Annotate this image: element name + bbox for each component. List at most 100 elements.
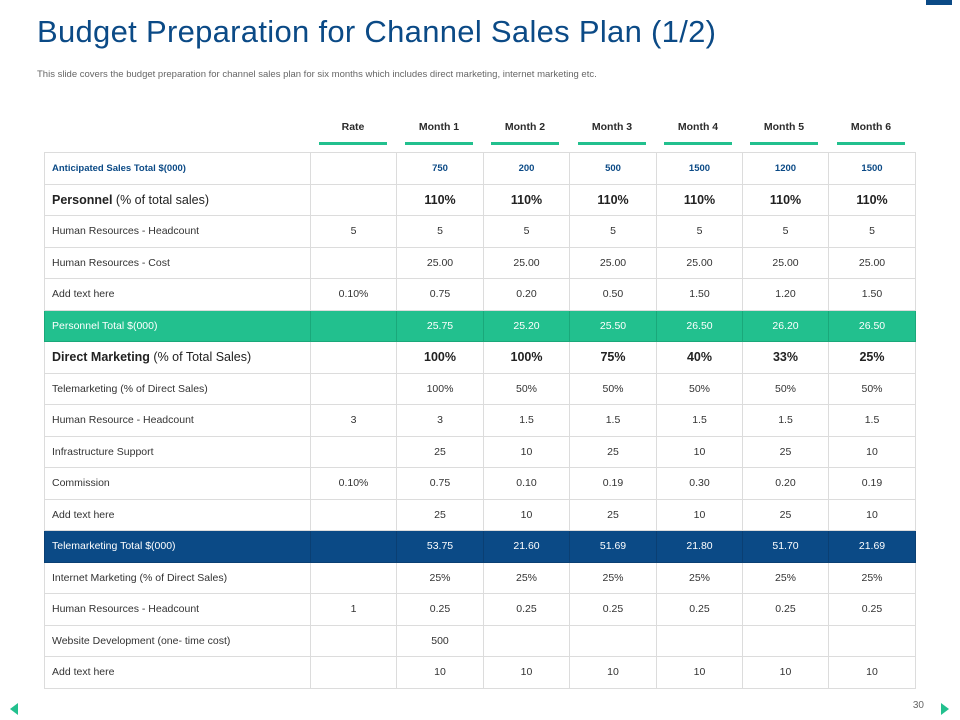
month-6-cell: 1.5 [828,404,916,437]
rate-cell: 5 [310,215,397,248]
month-5-cell: 0.25 [742,593,829,626]
row-label: Human Resources - Headcount [44,593,311,626]
month-1-cell: 3 [396,404,484,437]
month-3-cell: 1.5 [569,404,657,437]
column-header-label: Month 5 [763,121,805,133]
column-header-month-1: Month 1 [404,118,474,145]
month-1-cell: 750 [396,152,484,185]
month-3-cell: 50% [569,372,657,405]
month-3-cell: 25.50 [569,309,657,342]
row-label-suffix: (% of total sales) [112,192,210,207]
rate-cell [310,656,397,689]
column-header-label: Month 6 [850,121,892,133]
month-4-cell: 110% [656,183,743,216]
month-2-cell: 25.00 [483,246,570,279]
month-1-cell: 25 [396,498,484,531]
month-1-cell: 25.75 [396,309,484,342]
row-label-suffix: (% of Total Sales) [149,350,252,365]
page-subtitle: This slide covers the budget preparation… [37,69,597,80]
month-1-cell: 25 [396,435,484,468]
month-5-cell: 50% [742,372,829,405]
column-header-underline [750,142,818,145]
table-row: Personnel Total $(000) 25.75 25.20 25.50 26.… [44,309,916,342]
month-5-cell: 25.00 [742,246,829,279]
month-2-cell: 21.60 [483,530,570,563]
column-header-underline [664,142,732,145]
month-1-cell: 25.00 [396,246,484,279]
month-3-cell [569,624,657,657]
month-5-cell: 1200 [742,152,829,185]
month-4-cell: 25.00 [656,246,743,279]
month-1-cell: 53.75 [396,530,484,563]
month-2-cell: 25% [483,561,570,594]
table-row: Add text here 10 10 10 10 10 10 [44,656,916,689]
table-row: Commission 0.10% 0.75 0.10 0.19 0.30 0.20 0.19 [44,467,916,500]
month-2-cell: 200 [483,152,570,185]
month-5-cell: 1.20 [742,278,829,311]
column-header-underline [578,142,646,145]
column-header-label: Rate [341,121,365,133]
month-6-cell [828,624,916,657]
month-1-cell: 0.75 [396,278,484,311]
month-1-cell: 10 [396,656,484,689]
month-4-cell: 10 [656,498,743,531]
column-header-underline [319,142,387,145]
month-6-cell: 1500 [828,152,916,185]
month-5-cell: 25% [742,561,829,594]
table-row: Infrastructure Support 25 10 25 10 25 10 [44,435,916,468]
month-3-cell: 0.25 [569,593,657,626]
row-label: Human Resources - Cost [44,246,311,279]
budget-table: Anticipated Sales Total $(000) 750 200 500 1… [44,152,916,689]
month-2-cell: 5 [483,215,570,248]
month-6-cell: 110% [828,183,916,216]
row-label: Add text here [44,656,311,689]
month-2-cell: 25.20 [483,309,570,342]
month-5-cell: 26.20 [742,309,829,342]
month-6-cell: 25.00 [828,246,916,279]
month-1-cell: 0.25 [396,593,484,626]
month-3-cell: 75% [569,341,657,374]
rate-cell [310,624,397,657]
month-4-cell: 0.30 [656,467,743,500]
column-header-label: Month 3 [591,121,633,133]
column-header-month-5: Month 5 [749,118,819,145]
month-2-cell: 10 [483,656,570,689]
table-row: Anticipated Sales Total $(000) 750 200 500 1… [44,152,916,185]
month-6-cell: 0.19 [828,467,916,500]
month-5-cell: 0.20 [742,467,829,500]
row-label-bold: Direct Marketing [52,350,150,365]
rate-cell [310,152,397,185]
month-3-cell: 25 [569,435,657,468]
next-slide-icon[interactable] [941,703,949,715]
previous-slide-icon[interactable] [10,703,18,715]
row-label: Infrastructure Support [44,435,311,468]
column-header-label: Month 2 [504,121,546,133]
rate-cell [310,183,397,216]
month-5-cell: 33% [742,341,829,374]
month-5-cell: 51.70 [742,530,829,563]
rate-cell: 3 [310,404,397,437]
column-header-underline [405,142,473,145]
month-3-cell: 110% [569,183,657,216]
month-3-cell: 10 [569,656,657,689]
table-row: Internet Marketing (% of Direct Sales) 25… [44,561,916,594]
column-header-month-4: Month 4 [663,118,733,145]
table-row: Personnel (% of total sales) 110% 110% 110%… [44,183,916,216]
table-row: Human Resources - Headcount 5 5 5 5 5 5 5 [44,215,916,248]
month-2-cell: 1.5 [483,404,570,437]
column-header-underline [491,142,559,145]
month-1-cell: 500 [396,624,484,657]
row-label: Telemarketing (% of Direct Sales) [44,372,311,405]
rate-cell [310,435,397,468]
month-6-cell: 10 [828,656,916,689]
month-5-cell: 25 [742,498,829,531]
month-4-cell: 40% [656,341,743,374]
row-label: Telemarketing Total $(000) [44,530,311,563]
month-3-cell: 51.69 [569,530,657,563]
table-row: Human Resources - Cost 25.00 25.00 25.00 25.… [44,246,916,279]
month-4-cell: 1500 [656,152,743,185]
row-label: Human Resource - Headcount [44,404,311,437]
rate-cell [310,309,397,342]
month-2-cell [483,624,570,657]
rate-cell [310,561,397,594]
